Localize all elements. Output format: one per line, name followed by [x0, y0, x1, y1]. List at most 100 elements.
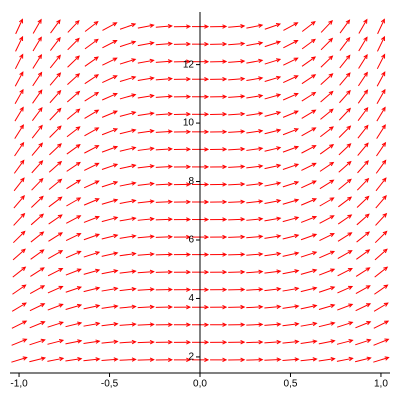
- arrow-shaft: [65, 340, 82, 345]
- arrow-shaft: [119, 23, 136, 30]
- arrow-head: [345, 19, 351, 25]
- arrow-head: [311, 180, 317, 185]
- field-arrow: [102, 57, 118, 66]
- arrow-head: [364, 177, 370, 183]
- field-arrow: [282, 251, 300, 257]
- arrow-shaft: [375, 195, 387, 209]
- arrow-head: [19, 106, 24, 112]
- arrow-shaft: [301, 198, 317, 206]
- field-arrow: [47, 356, 65, 362]
- field-arrow: [101, 304, 119, 309]
- arrow-head: [94, 145, 100, 150]
- arrow-shaft: [282, 341, 299, 344]
- field-arrow: [283, 57, 299, 66]
- arrow-head: [113, 233, 119, 239]
- arrow-head: [276, 216, 282, 221]
- arrow-head: [204, 217, 210, 222]
- arrow-head: [258, 146, 264, 151]
- arrow-shaft: [11, 357, 27, 363]
- arrow-head: [366, 303, 372, 308]
- arrow-shaft: [137, 253, 154, 256]
- arrow-head: [131, 304, 137, 309]
- field-arrow: [264, 357, 282, 362]
- arrow-head: [167, 146, 173, 152]
- field-arrow: [319, 161, 335, 172]
- arrow-head: [38, 106, 43, 112]
- arrow-head: [364, 195, 370, 201]
- arrow-shaft: [66, 108, 80, 120]
- arrow-head: [294, 269, 300, 274]
- arrow-head: [39, 213, 45, 219]
- field-arrow: [376, 141, 387, 157]
- field-arrow: [246, 181, 264, 187]
- arrow-shaft: [337, 303, 353, 311]
- field-arrow: [48, 160, 63, 173]
- field-arrow: [173, 322, 192, 327]
- arrow-shaft: [264, 341, 281, 344]
- arrow-head: [294, 322, 300, 327]
- arrow-shaft: [101, 323, 118, 327]
- arrow-head: [76, 215, 82, 220]
- arrow-head: [294, 286, 300, 292]
- field-arrow: [101, 110, 118, 118]
- arrow-head: [222, 357, 228, 363]
- arrow-shaft: [264, 217, 281, 222]
- x-tick-label: 0,5: [284, 379, 298, 390]
- arrow-head: [258, 111, 264, 116]
- arrow-shaft: [13, 177, 25, 192]
- arrow-shaft: [264, 129, 281, 135]
- arrow-shaft: [374, 248, 388, 261]
- arrow-head: [311, 56, 317, 61]
- arrow-shaft: [65, 358, 82, 362]
- arrow-shaft: [14, 71, 24, 87]
- arrow-head: [204, 322, 210, 327]
- arrow-shaft: [137, 95, 154, 99]
- arrow-head: [294, 339, 300, 345]
- arrow-head: [149, 357, 155, 362]
- arrow-shaft: [301, 38, 316, 50]
- field-arrow: [228, 41, 246, 46]
- arrow-head: [39, 267, 45, 272]
- field-arrow: [65, 303, 83, 310]
- arrow-head: [94, 109, 100, 114]
- field-arrow: [83, 339, 101, 344]
- field-arrow: [356, 195, 370, 208]
- arrow-shaft: [137, 77, 154, 82]
- field-arrow: [119, 23, 137, 30]
- arrow-head: [149, 181, 155, 187]
- arrow-head: [345, 54, 351, 60]
- field-arrow: [301, 162, 317, 171]
- arrow-shaft: [373, 320, 389, 329]
- arrow-head: [167, 357, 173, 362]
- field-arrow: [264, 251, 282, 257]
- arrow-head: [57, 178, 63, 184]
- arrow-head: [293, 39, 299, 44]
- field-arrow: [246, 339, 264, 345]
- arrow-shaft: [12, 248, 26, 261]
- arrow-head: [258, 199, 264, 204]
- arrow-head: [57, 196, 63, 201]
- arrow-shaft: [246, 59, 263, 64]
- arrow-head: [112, 128, 119, 133]
- field-arrow: [84, 91, 100, 102]
- field-arrow: [67, 19, 80, 33]
- arrow-head: [222, 305, 228, 310]
- arrow-shaft: [137, 341, 154, 344]
- field-arrow: [318, 321, 336, 328]
- arrow-head: [329, 144, 335, 149]
- field-arrow: [66, 108, 81, 120]
- field-arrow: [357, 89, 369, 104]
- field-arrow: [137, 339, 155, 345]
- arrow-head: [40, 356, 47, 361]
- arrow-shaft: [339, 37, 351, 51]
- arrow-head: [258, 76, 264, 81]
- arrow-shaft: [282, 128, 299, 136]
- arrow-head: [149, 111, 155, 116]
- arrow-shaft: [246, 165, 263, 169]
- arrow-head: [204, 129, 210, 135]
- field-arrow: [246, 199, 264, 204]
- arrow-head: [19, 18, 23, 24]
- arrow-shaft: [137, 183, 154, 186]
- arrow-shaft: [300, 216, 317, 223]
- arrow-head: [240, 76, 246, 82]
